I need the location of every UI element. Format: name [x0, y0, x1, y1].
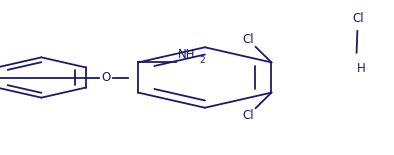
Text: Cl: Cl [242, 33, 254, 46]
Text: O: O [102, 71, 111, 84]
Text: 2: 2 [199, 56, 205, 65]
Text: H: H [357, 62, 365, 75]
Text: NH: NH [178, 48, 195, 61]
Text: Cl: Cl [242, 109, 254, 122]
Text: Cl: Cl [353, 12, 364, 25]
